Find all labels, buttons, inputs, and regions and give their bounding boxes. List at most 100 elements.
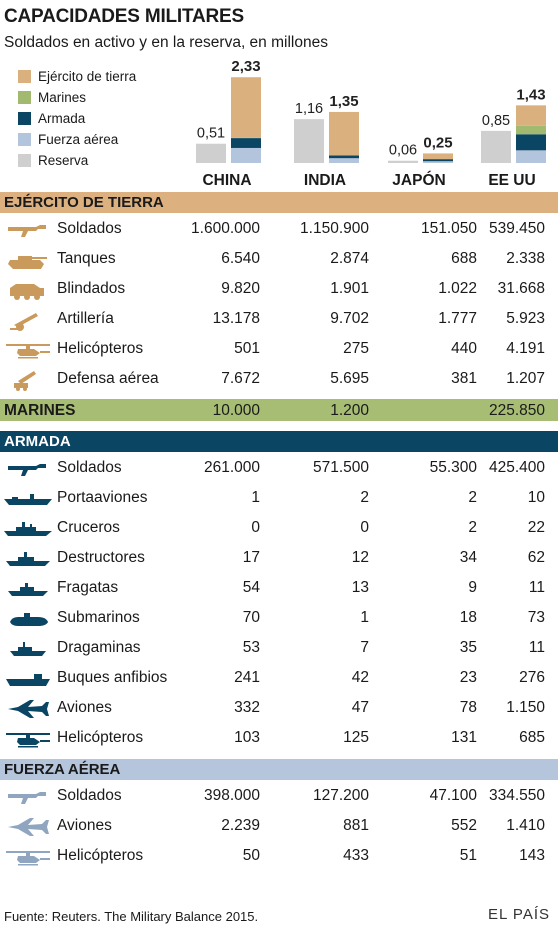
row-label: Cruceros: [57, 519, 120, 536]
row-label: Aviones: [57, 699, 112, 716]
table-row: Helicópteros 501 275 440 4.191: [0, 334, 560, 364]
rifle-icon: [8, 792, 46, 804]
jet-icon: [8, 818, 49, 836]
table-row: Defensa aérea 7.672 5.695 381 1.207: [0, 364, 560, 394]
chart-subtitle: Soldados en activo y en la reserva, en m…: [4, 34, 328, 51]
cell-value: 501: [234, 340, 260, 357]
cell-value: 225.850: [488, 402, 545, 419]
bar-ejercito: [423, 153, 453, 160]
row-label: Blindados: [57, 280, 126, 297]
bar-fuerza-aerea: [423, 161, 453, 163]
cell-value: 276: [519, 669, 545, 686]
bar-ejercito: [231, 77, 261, 138]
cell-value: 55.300: [429, 459, 477, 476]
cruiser-icon: [4, 522, 52, 536]
table-row: Helicópteros 50 433 51 143: [0, 841, 560, 871]
cell-value: 539.450: [488, 220, 545, 237]
legend-swatch-fuerza-aerea: [18, 133, 31, 146]
bar-fuerza-aerea: [231, 147, 261, 163]
cell-value: 127.200: [312, 787, 369, 804]
rifle-icon: [8, 464, 46, 476]
bar-armada: [231, 138, 261, 148]
category-label: EE UU: [488, 172, 535, 189]
cell-value: 151.050: [420, 220, 477, 237]
cell-value: 125: [343, 729, 369, 746]
bar-armada: [329, 155, 359, 159]
table-row: Helicópteros 103 125 131 685: [0, 723, 560, 753]
row-label: Helicópteros: [57, 340, 144, 357]
cell-value: 7: [360, 639, 369, 656]
cell-value: 70: [242, 609, 260, 626]
helicopter-icon: [6, 344, 50, 359]
category-label: INDIA: [304, 172, 346, 189]
legend-label: Ejército de tierra: [38, 69, 137, 84]
section-header-armada: ARMADA: [0, 431, 558, 452]
cell-value: 13.178: [212, 310, 260, 327]
legend-label: Fuerza aérea: [38, 132, 119, 147]
row-label: Fragatas: [57, 579, 119, 596]
cell-value: 131: [451, 729, 477, 746]
cell-value: 381: [451, 370, 477, 387]
cell-value: 241: [234, 669, 260, 686]
data-label-reserva: 0,51: [197, 126, 225, 142]
cell-value: 334.550: [488, 787, 545, 804]
cell-value: 1.150: [506, 699, 545, 716]
bar-armada: [423, 159, 453, 162]
cell-value: 50: [242, 847, 260, 864]
table-row: Submarinos 70 1 18 73: [0, 603, 560, 633]
cell-value: 4.191: [506, 340, 545, 357]
cell-value: 22: [527, 519, 545, 536]
cell-value: 2: [468, 489, 477, 506]
legend-swatch-armada: [18, 112, 31, 125]
section-marines: MARINES 10.000 1.200 225.850: [0, 399, 558, 421]
legend-label: Reserva: [38, 153, 89, 168]
bar-fuerza-aerea: [516, 150, 546, 163]
cell-value: 1.200: [330, 402, 369, 419]
row-label: Tanques: [57, 250, 116, 267]
destroyer-icon: [6, 552, 50, 566]
bar-ejercito: [329, 111, 359, 156]
cell-value: 42: [351, 669, 369, 686]
chart-title: CAPACIDADES MILITARES: [4, 6, 244, 27]
cell-value: 54: [242, 579, 260, 596]
legend-item: Marines: [18, 87, 136, 108]
table-row: Tanques 6.540 2.874 688 2.338: [0, 244, 560, 274]
cell-value: 261.000: [203, 459, 260, 476]
minesweeper-icon: [10, 642, 46, 656]
cell-value: 1: [360, 609, 369, 626]
cell-value: 398.000: [203, 787, 260, 804]
table-row: Aviones 2.239 881 552 1.410: [0, 811, 560, 841]
cell-value: 1.207: [506, 370, 545, 387]
jet-icon: [8, 700, 49, 718]
legend-label: Armada: [38, 111, 86, 126]
legend-item: Fuerza aérea: [18, 129, 136, 150]
bar-fuerza-aerea: [329, 158, 359, 163]
cell-value: 0: [251, 519, 260, 536]
category-label: CHINA: [202, 172, 251, 189]
table-row: Destructores 17 12 34 62: [0, 543, 560, 573]
cell-value: 9.702: [330, 310, 369, 327]
cell-value: 103: [234, 729, 260, 746]
frigate-icon: [8, 583, 48, 596]
cell-value: 1.150.900: [300, 220, 369, 237]
cell-value: 440: [451, 340, 477, 357]
cell-value: 10: [527, 489, 545, 506]
bar-armada: [516, 134, 546, 151]
cell-value: 6.540: [221, 250, 260, 267]
bar-ejercito: [516, 105, 546, 126]
row-label: Helicópteros: [57, 847, 144, 864]
cell-value: 332: [234, 699, 260, 716]
cell-value: 11: [528, 639, 545, 656]
row-label: Destructores: [57, 549, 145, 566]
legend-swatch-ejercito: [18, 70, 31, 83]
cell-value: 10.000: [212, 402, 260, 419]
tank-icon: [8, 256, 47, 269]
helicopter-icon: [6, 733, 50, 748]
bar-reserva: [388, 160, 418, 163]
table-row: Aviones 332 47 78 1.150: [0, 693, 560, 723]
legend-swatch-marines: [18, 91, 31, 104]
cell-value: 53: [242, 639, 260, 656]
row-label: Soldados: [57, 459, 122, 476]
row-label: Defensa aérea: [57, 370, 159, 387]
source-note: Fuente: Reuters. The Military Balance 20…: [4, 909, 259, 924]
